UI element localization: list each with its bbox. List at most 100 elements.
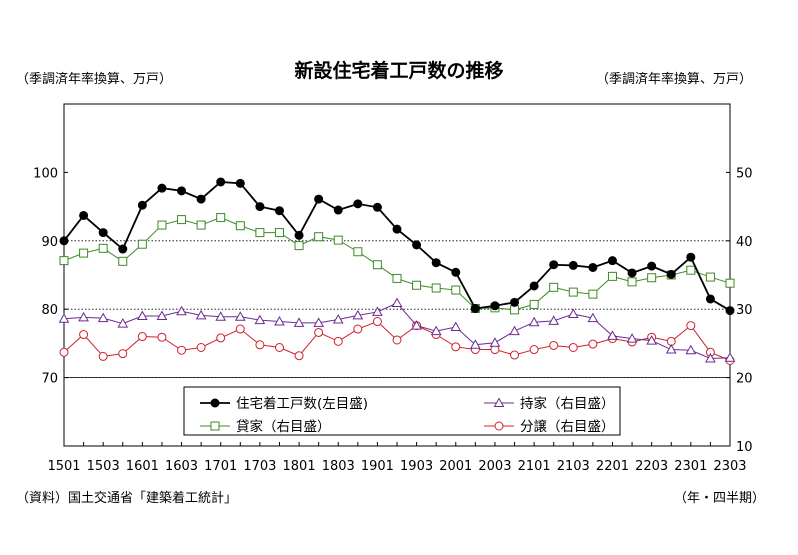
data-point (216, 177, 226, 187)
data-point (118, 349, 128, 359)
legend-swatch-marker (494, 421, 504, 431)
data-point (78, 311, 89, 322)
data-point (274, 206, 284, 216)
x-axis-tick-label: 2203 (635, 459, 668, 474)
data-point (724, 352, 736, 362)
data-point (117, 318, 129, 328)
right-axis-tick-label: 10 (736, 440, 753, 455)
data-point (412, 240, 422, 250)
x-axis-tick-label: 1801 (283, 459, 316, 474)
x-axis-tick-label: 2201 (596, 459, 629, 474)
data-point (647, 261, 657, 271)
data-point (332, 313, 344, 324)
data-point (392, 224, 402, 234)
x-axis-tick-label: 1701 (204, 459, 237, 474)
data-point (235, 324, 245, 334)
left-axis-tick-label: 70 (41, 372, 58, 387)
right-axis-tick-label: 40 (736, 235, 753, 250)
data-point (333, 205, 343, 215)
data-point (490, 345, 500, 355)
data-point (294, 230, 304, 240)
data-point (216, 213, 226, 223)
series-line (63, 181, 731, 312)
data-point (136, 310, 148, 321)
data-point (607, 271, 617, 281)
data-point (254, 314, 266, 325)
data-point (314, 327, 324, 337)
data-point (137, 200, 147, 210)
data-point (549, 260, 559, 270)
data-point (177, 345, 187, 355)
series-line (63, 302, 731, 359)
data-point (469, 339, 481, 349)
data-point (98, 228, 108, 238)
source-note: （資料）国土交通省「建築着工統計」 (16, 491, 238, 506)
data-point (705, 272, 715, 282)
x-axis-tick-label: 2303 (713, 459, 746, 474)
left-axis-tick-label: 80 (41, 303, 58, 318)
legend-label: 貸家（右目盛） (236, 418, 331, 435)
data-point (59, 256, 69, 266)
axes: 70 80 90 100 10 20 30 40 50 1501 1503 1601 1603 1701 1… (33, 103, 753, 474)
data-point (549, 282, 559, 292)
data-point (391, 297, 403, 308)
right-axis-tick-label: 50 (736, 166, 753, 181)
x-axis-tick-label: 1901 (361, 459, 394, 474)
right-axis-tick-label: 20 (736, 372, 753, 387)
data-point (255, 340, 265, 350)
data-point (509, 325, 520, 336)
data-point (392, 335, 402, 345)
data-point (412, 280, 422, 290)
data-point (725, 306, 735, 316)
data-point (451, 285, 461, 295)
data-point (215, 311, 227, 321)
x-axis-tick-label: 1501 (47, 459, 80, 474)
x-axis-tick-label: 1603 (165, 459, 198, 474)
legend: 住宅着工戸数(左目盛) 貸家（右目盛） 持家（右目盛） 分譲（右目盛） (183, 386, 621, 436)
data-point (411, 320, 422, 330)
data-point (294, 241, 304, 251)
data-point (372, 202, 382, 212)
data-point (490, 301, 500, 311)
data-point (353, 324, 363, 334)
x-axis-tick-label: 2101 (518, 459, 551, 474)
data-point (567, 308, 579, 318)
data-point (235, 221, 245, 231)
data-point (59, 236, 69, 246)
data-point (352, 309, 364, 320)
data-point (647, 273, 657, 283)
x-axis-tick-label: 2003 (478, 459, 511, 474)
data-point (294, 351, 304, 361)
data-point (314, 194, 324, 204)
x-axis-tick-label: 2103 (557, 459, 590, 474)
x-axis-label: （年・四半期） (674, 491, 766, 506)
data-point (529, 299, 539, 309)
data-point (528, 316, 540, 327)
legend-label: 分譲（右目盛） (520, 419, 615, 435)
data-point (725, 278, 735, 288)
data-point (255, 228, 265, 238)
x-axis-tick-label: 1503 (87, 459, 120, 474)
data-point (686, 265, 696, 275)
x-axis-tick-label: 2001 (439, 459, 472, 474)
data-point (274, 315, 285, 326)
legend-swatch-marker (493, 397, 505, 407)
data-point (587, 312, 599, 323)
data-point (98, 243, 108, 253)
data-point (195, 309, 207, 320)
right-axis-unit: （季調済年率換算、万戸） (596, 72, 753, 87)
data-point (313, 317, 325, 327)
grid-lines (64, 240, 730, 379)
data-point (118, 256, 128, 266)
x-axis-tick-label: 1803 (322, 459, 355, 474)
data-point (353, 247, 363, 257)
data-point (705, 352, 716, 363)
data-point (588, 289, 598, 299)
data-point (156, 310, 168, 321)
data-point (196, 220, 206, 230)
data-point (157, 332, 167, 342)
data-point (333, 235, 343, 245)
data-point (450, 321, 462, 331)
data-point (607, 330, 618, 340)
